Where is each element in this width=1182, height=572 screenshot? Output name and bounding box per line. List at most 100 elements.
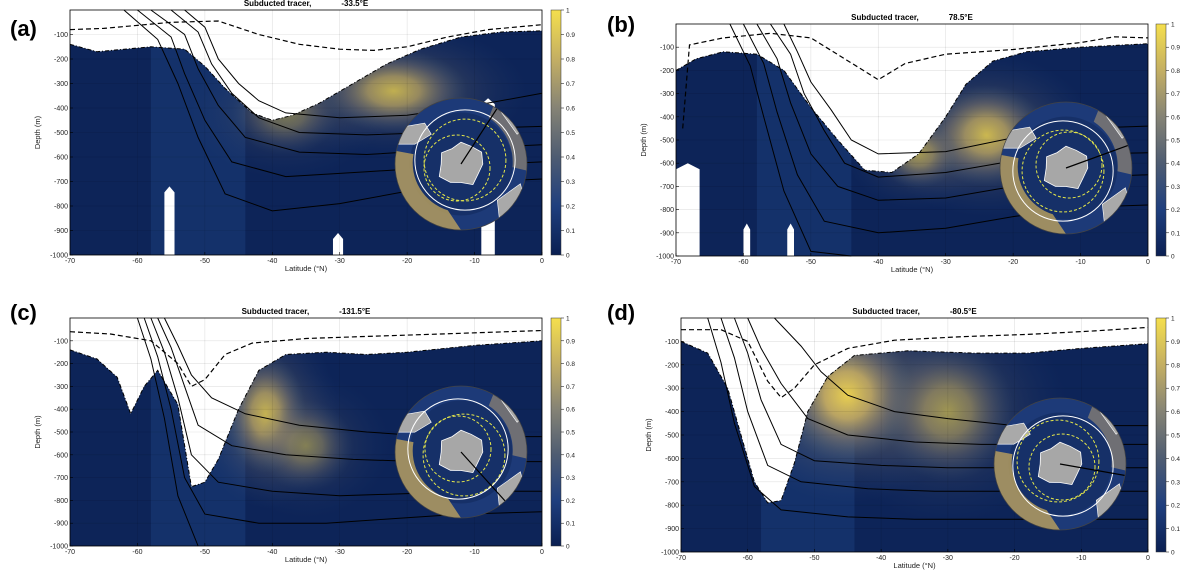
tracer-peak: [881, 341, 1015, 482]
y-tick-label: -600: [660, 161, 674, 168]
chart-title: Subducted tracer, 78.5°E: [851, 13, 973, 22]
inset-frame: [394, 385, 528, 519]
colorbar-gradient: [550, 317, 562, 547]
no-data-notch: [787, 223, 794, 256]
x-tick-label: -20: [402, 549, 412, 556]
x-tick-label: -60: [132, 258, 142, 265]
outcrop-dashdot-line: [680, 340, 1149, 504]
y-tick-label: -200: [665, 362, 679, 369]
colorbar-gradient: [1155, 23, 1167, 257]
y-tick-label: -800: [660, 207, 674, 214]
x-tick-label: -20: [1008, 259, 1018, 266]
inset-front-outer: [423, 118, 507, 202]
mixed-layer-dashed-line: [681, 326, 1149, 399]
x-tick-label: -60: [132, 549, 142, 556]
colorbar-tick-label: 0.7: [566, 81, 575, 88]
x-tick-label: -60: [738, 259, 748, 266]
colorbar-tick-label: 0.7: [566, 384, 575, 391]
no-data-notch: [164, 186, 175, 255]
x-tick-label: -30: [943, 555, 953, 562]
mixed-layer-dashed-line: [69, 329, 543, 388]
inset-front-inner: [1035, 131, 1103, 199]
colorbar-tick-label: 0.3: [566, 475, 575, 482]
y-tick-label: -1000: [50, 544, 68, 551]
colorbar: 0 0.1 0.2 0.3 0.4 0.5 0.6 0.7 0.8 0.9 1: [550, 316, 575, 551]
y-tick-label: -900: [54, 521, 68, 528]
colorbar-tick-label: 0.2: [1171, 503, 1180, 510]
x-tick-label: -60: [743, 555, 753, 562]
inset-land-antarctica: [1037, 441, 1083, 486]
y-tick-label: -500: [54, 430, 68, 437]
x-tick-label: 0: [540, 258, 544, 265]
colorbar-tick-label: 0.1: [566, 228, 575, 235]
y-tick-label: -800: [665, 503, 679, 510]
inset-transect-line: [1065, 143, 1132, 169]
y-tick-label: -100: [665, 339, 679, 346]
y-tick-label: -200: [54, 361, 68, 368]
colorbar-tick-label: 0.4: [566, 452, 575, 459]
x-axis-label: Latitude (°N): [891, 265, 934, 274]
colorbar-tick-label: 0.4: [1171, 161, 1180, 168]
y-tick-label: -700: [660, 184, 674, 191]
y-tick-label: -600: [665, 456, 679, 463]
inset-transect-line: [460, 105, 500, 165]
no-data-notch: [676, 163, 700, 256]
inset-frame: [993, 397, 1127, 531]
y-tick-label: -300: [660, 91, 674, 98]
x-tick-label: -10: [470, 549, 480, 556]
panel-a: (a) Subducted tracer, -33.5°E -70 -60 -50 -40 -…: [10, 0, 575, 273]
inset-front-inner: [424, 415, 492, 483]
colorbar-tick-label: 0.9: [1171, 45, 1180, 52]
x-tick-label: -10: [470, 258, 480, 265]
y-tick-label: -900: [660, 230, 674, 237]
colorbar-tick-label: 0.3: [566, 179, 575, 186]
panel-label: (b): [607, 12, 635, 37]
colorbar-tick-label: 0.1: [1171, 230, 1180, 237]
x-tick-label: -20: [1010, 555, 1020, 562]
chart-title: Subducted tracer, -131.5°E: [242, 307, 371, 316]
inset-frame: [394, 97, 528, 231]
y-tick-label: -600: [54, 155, 68, 162]
panel-d: (d) Subducted tracer, -80.5°E -70 -60 -50 -40 -…: [607, 300, 1180, 570]
colorbar-tick-label: 0.7: [1171, 91, 1180, 98]
y-tick-label: -400: [54, 407, 68, 414]
y-tick-label: -100: [54, 338, 68, 345]
x-axis-label: Latitude (°N): [285, 555, 328, 564]
y-tick-label: -100: [54, 32, 68, 39]
y-tick-label: -1000: [50, 253, 68, 260]
inset-transect-line: [1059, 463, 1126, 477]
colorbar-tick-label: 0: [566, 253, 570, 260]
inset-land-antarctica: [438, 429, 484, 474]
colorbar-tick-label: 0.3: [1171, 184, 1180, 191]
x-tick-label: -30: [335, 258, 345, 265]
colorbar-tick-label: 1: [1171, 22, 1175, 29]
inset-frame: [999, 101, 1133, 235]
inset-polar-map: [999, 101, 1133, 235]
y-tick-label: -100: [660, 45, 674, 52]
inset-outcrop-line: [1012, 120, 1114, 222]
panel-label: (a): [10, 16, 37, 41]
colorbar-tick-label: 0.6: [566, 407, 575, 414]
chart-title: Subducted tracer, -80.5°E: [852, 307, 977, 316]
density-contour: [143, 317, 543, 524]
x-tick-label: -40: [876, 555, 886, 562]
inset-front-inner: [423, 134, 491, 202]
x-tick-label: -10: [1076, 555, 1086, 562]
colorbar-tick-label: 0.6: [1171, 409, 1180, 416]
colorbar-tick-label: 0.9: [566, 32, 575, 39]
y-tick-label: -500: [54, 130, 68, 137]
colorbar-tick-label: 0.5: [1171, 433, 1180, 440]
x-tick-label: 0: [1146, 259, 1150, 266]
outcrop-dashdot-line: [675, 43, 1149, 174]
x-tick-label: -40: [873, 259, 883, 266]
colorbar-tick-label: 0: [1171, 254, 1175, 261]
panel-label: (c): [10, 300, 37, 325]
inset-polar-map: [394, 385, 528, 519]
inset-front-inner: [1028, 433, 1096, 501]
inset-front-outer: [1021, 129, 1105, 213]
colorbar-tick-label: 0.1: [1171, 526, 1180, 533]
colorbar-tick-label: 0.7: [1171, 386, 1180, 393]
colorbar-tick-label: 0.8: [566, 57, 575, 64]
colorbar-tick-label: 0.5: [566, 430, 575, 437]
no-data-notch: [332, 232, 344, 255]
